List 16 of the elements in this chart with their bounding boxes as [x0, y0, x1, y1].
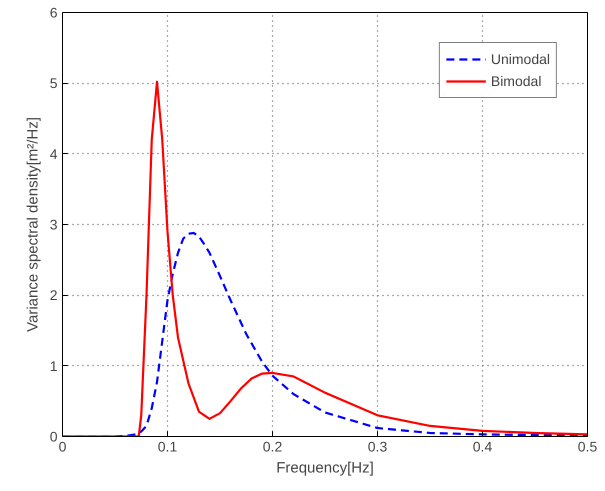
y-tick-label: 1 — [50, 358, 58, 374]
y-axis-title: Variance spectral density[m²/Hz] — [24, 117, 42, 332]
y-tick-label: 6 — [50, 4, 58, 20]
legend-label: Bimodal — [490, 73, 542, 89]
y-tick-label: 0 — [50, 428, 58, 444]
y-tick-label: 3 — [50, 216, 58, 232]
x-axis-title: Frequency[Hz] — [276, 460, 374, 476]
x-tick-label: 0.5 — [578, 438, 598, 454]
x-tick-label: 0.2 — [262, 438, 282, 454]
x-tick-label: 0.1 — [158, 438, 178, 454]
x-tick-label: 0.3 — [368, 438, 388, 454]
x-tick-label: 0.4 — [472, 438, 492, 454]
y-tick-label: 5 — [50, 75, 58, 92]
legend-label: Unimodal — [490, 51, 550, 67]
y-tick-label: 2 — [50, 287, 58, 304]
y-tick-label: 4 — [50, 146, 58, 162]
